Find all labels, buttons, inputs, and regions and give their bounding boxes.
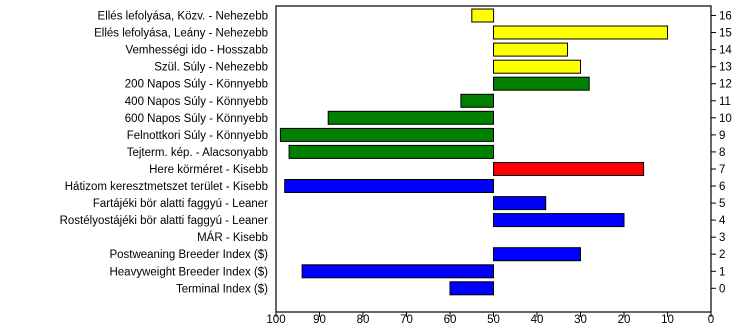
category-label: Fartájéki bör alatti faggyú - Leaner [93, 198, 268, 210]
row-index-label: 15 [719, 28, 732, 40]
category-label: 600 Napos Súly - Könnyebb [125, 113, 268, 125]
category-label: MÁR - Kisebb [197, 231, 268, 244]
x-tick-label: 50 [487, 314, 500, 326]
category-label: Hátizom keresztmetszet terület - Kisebb [65, 181, 268, 193]
bar-5 [493, 196, 547, 211]
x-tick-label: 90 [313, 314, 326, 326]
row-index-label: 14 [719, 45, 732, 57]
category-label: Here körméret - Kisebb [149, 164, 268, 176]
category-label: 400 Napos Súly - Könnyebb [125, 96, 268, 108]
x-tick-label: 80 [357, 314, 370, 326]
row-index-label: 10 [719, 113, 732, 125]
row-index-label: 12 [719, 79, 732, 91]
x-tick-label: 70 [400, 314, 413, 326]
bar-9 [279, 127, 494, 142]
category-label: Terminal Index ($) [176, 283, 268, 295]
category-label: Heavyweight Breeder Index ($) [109, 266, 268, 278]
row-index-label: 8 [719, 147, 725, 159]
x-tick-label: 0 [708, 314, 714, 326]
bar-8 [288, 144, 494, 159]
bar-0 [449, 281, 494, 296]
bar-4 [493, 213, 625, 228]
bar-14 [493, 42, 568, 57]
bar-13 [493, 59, 581, 74]
bar-10 [327, 110, 495, 125]
row-index-label: 0 [719, 283, 725, 295]
x-tick-label: 20 [618, 314, 631, 326]
category-label: Felnottkori Súly - Könnyebb [127, 130, 268, 142]
x-tick-label: 100 [266, 314, 285, 326]
category-label: Tejterm. kép. - Alacsonyabb [127, 147, 268, 159]
bar-11 [460, 93, 494, 108]
bar-12 [493, 76, 590, 91]
bar-16 [471, 8, 495, 23]
category-label: Ellés lefolyása, Közv. - Nehezebb [98, 11, 268, 23]
category-label: Rostélyostájéki bör alatti faggyú - Lean… [60, 215, 269, 227]
row-index-label: 1 [719, 266, 725, 278]
row-index-label: 11 [719, 96, 731, 108]
row-index-label: 16 [719, 11, 732, 23]
x-tick-label: 30 [574, 314, 587, 326]
category-label: Postweaning Breeder Index ($) [109, 249, 268, 261]
bar-2 [493, 247, 581, 262]
x-tick-label: 40 [531, 314, 544, 326]
bar-15 [493, 25, 668, 40]
category-label: Szül. Súly - Nehezebb [154, 62, 268, 74]
row-index-label: 7 [719, 164, 725, 176]
x-tick-label: 60 [444, 314, 457, 326]
bar-6 [284, 179, 495, 193]
category-label: 200 Napos Súly - Könnyebb [125, 79, 268, 91]
row-index-label: 9 [719, 130, 725, 142]
row-index-label: 3 [719, 232, 725, 244]
row-index-label: 13 [719, 62, 732, 74]
row-index-label: 5 [719, 198, 725, 210]
x-tick-label: 10 [661, 314, 674, 326]
row-index-label: 2 [719, 249, 725, 261]
row-index-label: 6 [719, 181, 725, 193]
bar-1 [301, 264, 494, 279]
category-label: Ellés lefolyása, Leány - Nehezebb [94, 28, 268, 40]
bar-7 [493, 162, 645, 176]
row-index-label: 4 [719, 215, 726, 227]
category-label: Vemhességi ido - Hosszabb [125, 45, 268, 57]
